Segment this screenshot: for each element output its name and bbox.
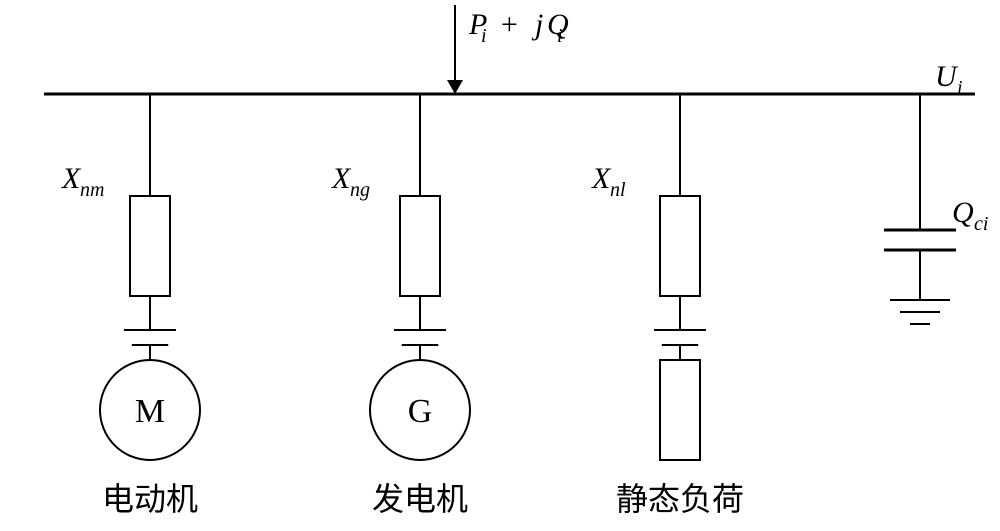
static-load-reactance xyxy=(660,196,700,296)
injection-label: Pi +jQi xyxy=(468,8,569,47)
generator-node-letter: G xyxy=(408,393,433,430)
injection-arrowhead xyxy=(447,80,463,94)
static-load-load-rect xyxy=(660,360,700,460)
svg-text:X: X xyxy=(61,162,82,195)
motor-caption: 电动机 xyxy=(102,481,198,517)
motor-node-letter: M xyxy=(135,393,165,430)
motor-react-label: Xnm xyxy=(61,162,104,201)
svg-text:U: U xyxy=(935,60,959,93)
cap-label: Qci xyxy=(952,196,988,235)
svg-text:i: i xyxy=(957,77,963,99)
svg-text:nm: nm xyxy=(80,179,104,201)
svg-text:ng: ng xyxy=(350,179,370,201)
svg-text:i: i xyxy=(481,25,487,47)
svg-text:+: + xyxy=(499,8,519,41)
svg-text:X: X xyxy=(331,162,352,195)
svg-text:Q: Q xyxy=(952,196,974,229)
generator-reactance xyxy=(400,196,440,296)
static-load-caption: 静态负荷 xyxy=(616,481,744,517)
svg-text:nl: nl xyxy=(610,179,626,201)
motor-reactance xyxy=(130,196,170,296)
svg-text:i: i xyxy=(557,25,563,47)
svg-text:j: j xyxy=(531,8,543,41)
generator-caption: 发电机 xyxy=(372,481,468,517)
static-load-react-label: Xnl xyxy=(591,162,626,201)
svg-text:ci: ci xyxy=(974,213,988,235)
svg-text:X: X xyxy=(591,162,612,195)
generator-react-label: Xng xyxy=(331,162,370,201)
